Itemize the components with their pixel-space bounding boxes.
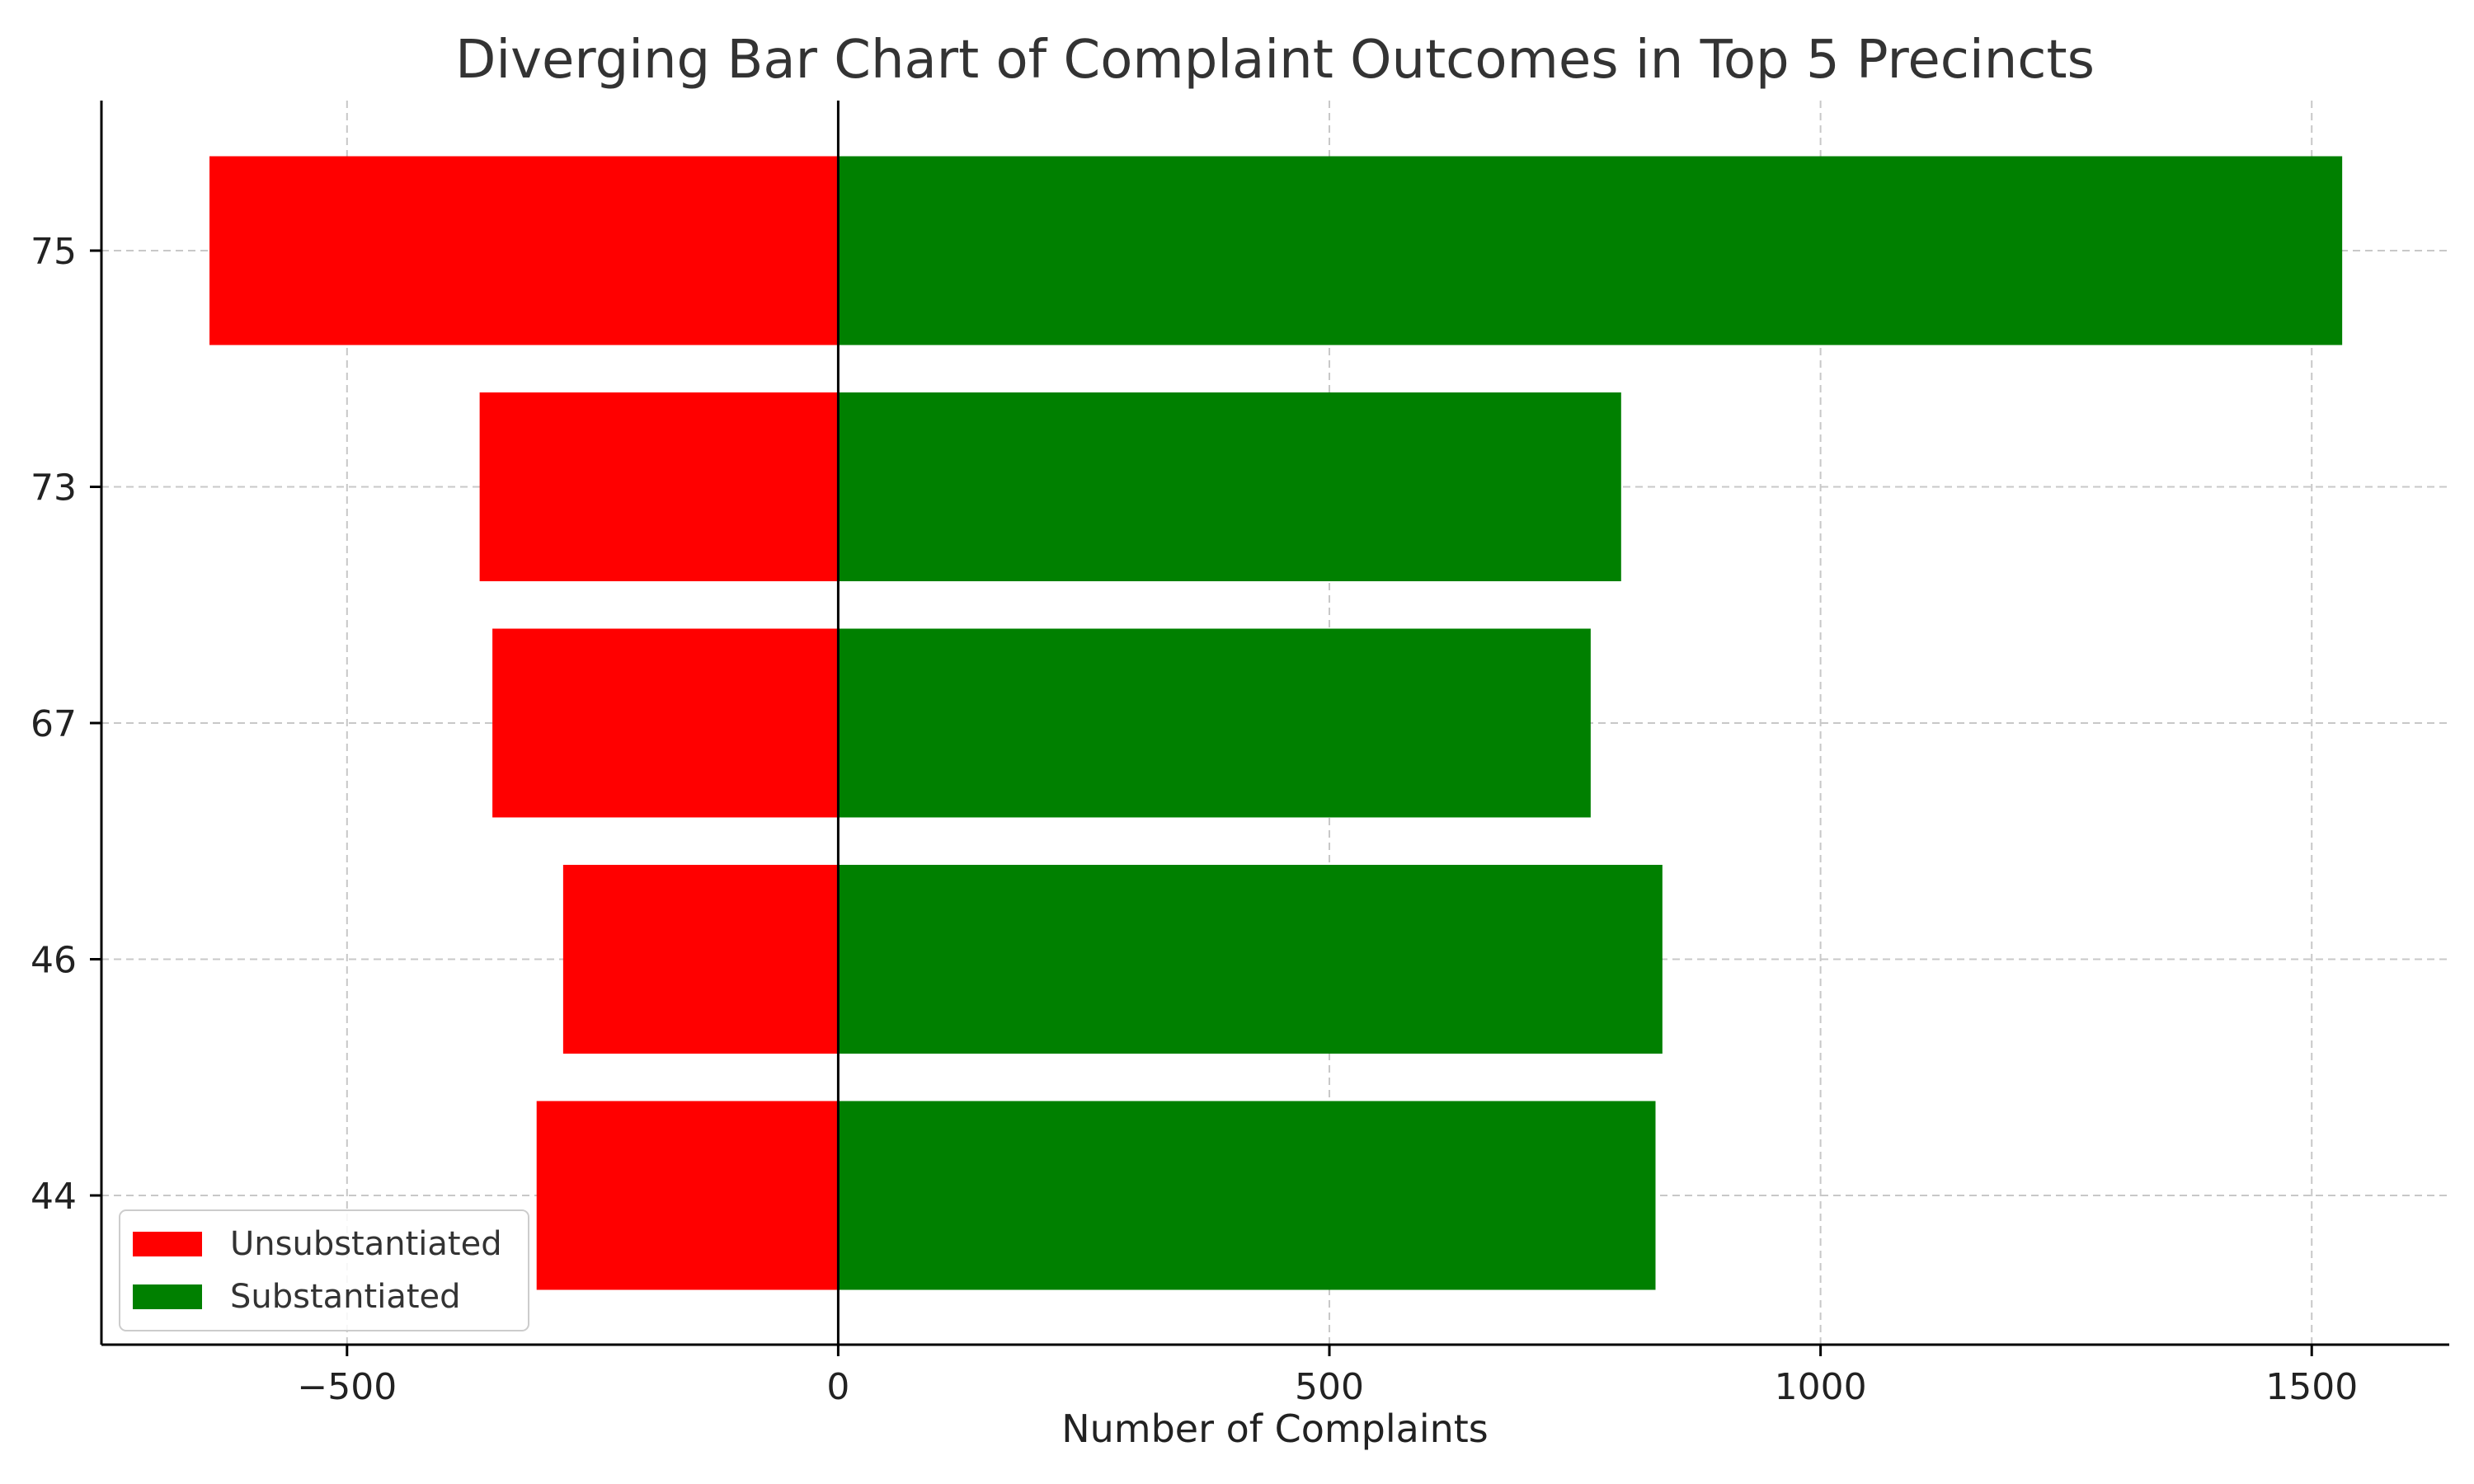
bar-unsubstantiated-67 (492, 628, 839, 818)
axes: −500 0 500 1000 1500 75 73 67 46 44 (31, 101, 2449, 1408)
y-tick-label: 44 (31, 1176, 77, 1218)
x-tick-label: 1500 (2265, 1366, 2358, 1408)
y-tick-label: 75 (31, 231, 77, 273)
bar-substantiated-73 (838, 392, 1621, 581)
legend-swatch-unsubstantiated (133, 1232, 202, 1256)
chart-title: Diverging Bar Chart of Complaint Outcome… (455, 30, 2095, 91)
x-tick-label: −500 (297, 1366, 397, 1408)
y-tick-label: 46 (31, 940, 77, 982)
bar-substantiated-67 (838, 628, 1591, 818)
x-tick-label: 500 (1295, 1366, 1364, 1408)
bar-unsubstantiated-46 (562, 865, 839, 1054)
bar-substantiated-44 (838, 1101, 1656, 1290)
x-tick-label: 0 (826, 1366, 849, 1408)
bars (209, 156, 2343, 1290)
legend-label-substantiated: Substantiated (230, 1278, 461, 1316)
bar-unsubstantiated-44 (536, 1101, 839, 1290)
y-tick-label: 73 (31, 467, 77, 510)
bar-substantiated-46 (838, 865, 1663, 1054)
legend-box (119, 1209, 529, 1331)
legend-swatch-substantiated (133, 1284, 202, 1309)
x-tick-label: 1000 (1775, 1366, 1867, 1408)
bar-unsubstantiated-73 (479, 392, 839, 581)
x-axis-label: Number of Complaints (1061, 1407, 1489, 1451)
y-tick-label: 67 (31, 703, 77, 745)
bar-substantiated-75 (838, 156, 2343, 345)
legend-label-unsubstantiated: Unsubstantiated (230, 1225, 502, 1263)
bar-unsubstantiated-75 (209, 156, 839, 345)
legend: Unsubstantiated Substantiated (119, 1209, 529, 1331)
